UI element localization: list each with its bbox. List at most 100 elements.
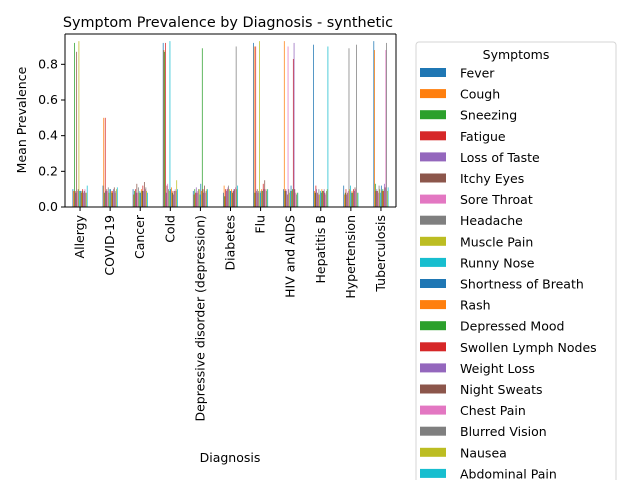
bar: [353, 189, 354, 207]
bar: [356, 192, 358, 207]
bar: [85, 192, 87, 207]
x-axis-label: Diagnosis: [200, 450, 261, 465]
bar: [374, 183, 376, 207]
x-tick-label: Allergy: [72, 214, 87, 258]
bar: [197, 190, 199, 207]
bar: [283, 189, 284, 207]
legend-swatch: [420, 131, 446, 141]
bar: [385, 50, 387, 207]
bar: [106, 189, 108, 207]
bar: [75, 192, 77, 207]
bar: [103, 117, 105, 207]
bar: [316, 189, 318, 207]
bar: [195, 192, 196, 207]
bar: [146, 190, 147, 207]
bar: [136, 183, 138, 207]
bar: [173, 194, 175, 207]
bar: [73, 190, 75, 207]
legend-swatch: [420, 279, 446, 288]
bar: [325, 194, 327, 207]
bar: [234, 189, 236, 207]
legend-label: Sneezing: [460, 108, 517, 123]
bar: [292, 58, 294, 207]
bar: [112, 190, 114, 207]
bar: [297, 192, 299, 207]
bar: [72, 189, 74, 207]
bar: [293, 42, 295, 207]
bar: [260, 190, 262, 207]
bar: [199, 194, 201, 207]
legend-swatch: [420, 300, 446, 310]
legend-swatch: [420, 68, 446, 77]
bar: [110, 190, 112, 207]
bar: [319, 194, 321, 207]
bar: [235, 46, 237, 208]
bar: [202, 189, 204, 207]
bar: [315, 185, 317, 207]
bar: [379, 189, 381, 207]
bar: [79, 190, 81, 207]
bar: [140, 192, 141, 207]
bar: [233, 189, 235, 207]
bar: [144, 189, 146, 207]
bar: [142, 185, 144, 207]
bar: [353, 190, 355, 207]
x-tick-label: Flu: [253, 215, 268, 234]
legend-label: Abdominal Pain: [460, 466, 557, 480]
bar: [326, 189, 328, 207]
legend-swatch: [420, 447, 446, 457]
bar: [168, 189, 169, 207]
bar: [347, 192, 348, 207]
bar: [386, 42, 387, 207]
bar: [320, 190, 321, 207]
bar: [77, 189, 79, 207]
legend-label: Cough: [460, 87, 500, 102]
bar: [257, 192, 259, 207]
x-tick-label: COVID-19: [102, 215, 117, 276]
bar: [255, 46, 257, 208]
bar: [373, 41, 375, 207]
bar: [109, 189, 111, 207]
bar: [134, 189, 136, 207]
bar: [137, 187, 139, 207]
bar: [193, 194, 195, 207]
legend-swatch: [420, 152, 446, 162]
bar: [81, 190, 83, 207]
bar: [286, 194, 288, 207]
bar: [110, 189, 111, 207]
legend-label: Nausea: [460, 445, 507, 460]
bar: [201, 48, 203, 207]
bar: [264, 180, 266, 207]
bar: [352, 192, 354, 207]
bar: [194, 189, 196, 207]
bar: [165, 42, 166, 207]
bar: [138, 192, 140, 207]
bars-group: [72, 41, 389, 208]
bar: [347, 190, 349, 207]
bar: [345, 189, 347, 207]
bar: [228, 185, 229, 207]
bar: [289, 192, 290, 207]
bar: [113, 187, 115, 207]
legend-label: Chest Pain: [460, 403, 526, 418]
bar: [318, 189, 320, 207]
bar: [113, 189, 114, 207]
bar: [165, 192, 167, 207]
bar: [205, 190, 207, 207]
bar: [314, 190, 315, 207]
legend-label: Blurred Vision: [460, 424, 547, 439]
y-axis-label: Mean Prevalence: [14, 66, 29, 173]
bar: [225, 189, 226, 207]
legend-label: Sore Throat: [460, 192, 533, 207]
bar: [295, 192, 296, 207]
y-tick-label: 0.6: [38, 92, 58, 107]
legend-swatch: [420, 468, 446, 478]
bar: [201, 190, 202, 207]
bar: [167, 183, 169, 207]
bar: [164, 51, 166, 208]
bar: [204, 192, 206, 207]
bar: [262, 190, 263, 207]
bar: [222, 192, 224, 207]
bar: [133, 194, 135, 207]
bar: [192, 190, 194, 207]
